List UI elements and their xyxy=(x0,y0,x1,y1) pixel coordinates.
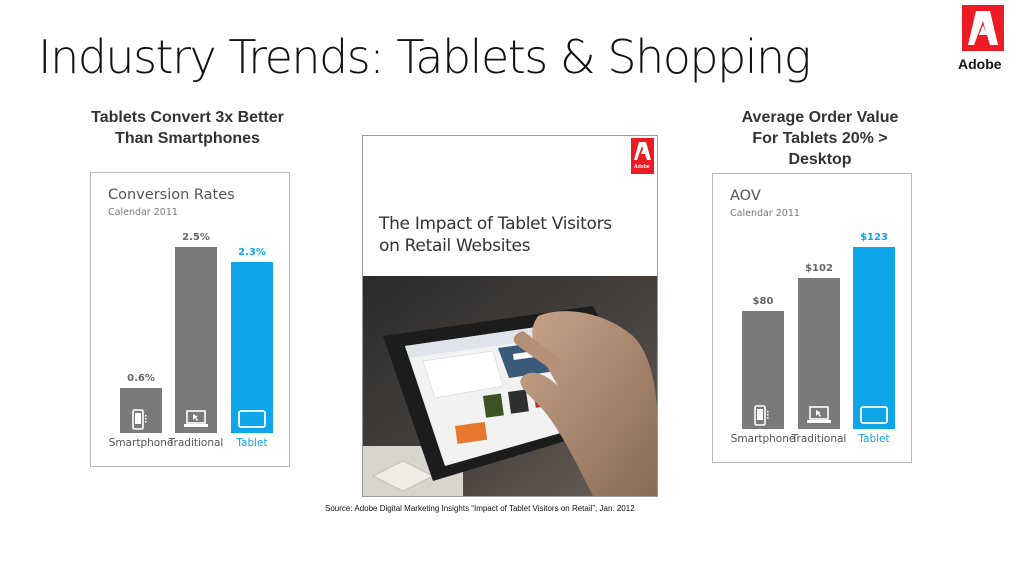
adobe-logo-text: Adobe xyxy=(958,56,1002,72)
report-title: The Impact of Tablet Visitors on Retail … xyxy=(379,213,612,257)
smartphone-icon xyxy=(131,409,151,435)
value-label: $123 xyxy=(860,232,888,243)
smartphone-icon xyxy=(753,405,773,431)
report-logo-mark-icon xyxy=(634,142,651,160)
value-label: $102 xyxy=(805,263,833,274)
category-label: Smartphone xyxy=(730,433,796,445)
adobe-logo-icon xyxy=(962,5,1004,51)
report-logo-text: Adobe xyxy=(634,164,650,170)
aov-chart: AOV Calendar 2011 $80 Smartphone $102 Tradi… xyxy=(712,173,912,463)
tablet-shopping-photo xyxy=(363,276,657,496)
category-label: Traditional xyxy=(791,433,847,445)
value-label: 0.6% xyxy=(127,373,155,384)
category-label: Traditional xyxy=(168,437,224,449)
report-cover: Adobe The Impact of Tablet Visitors on R… xyxy=(362,135,658,497)
bar-tablet xyxy=(231,262,273,433)
source-note: Source: Adobe Digital Marketing Insights… xyxy=(325,504,635,513)
value-label: 2.5% xyxy=(182,232,210,243)
value-label: 2.3% xyxy=(238,247,266,258)
chart-title: Conversion Rates xyxy=(108,187,235,203)
left-headline-line1: Tablets Convert 3x Better xyxy=(91,109,284,126)
desktop-icon xyxy=(806,405,832,429)
conversion-rates-chart: Conversion Rates Calendar 2011 0.6% Smart… xyxy=(90,172,290,467)
right-headline-line3: Desktop xyxy=(788,151,852,168)
bar-traditional xyxy=(798,278,840,429)
right-headline: Average Order Value For Tablets 20% > De… xyxy=(710,107,930,170)
left-headline-line2: Than Smartphones xyxy=(115,130,260,147)
right-headline-line1: Average Order Value xyxy=(741,109,899,126)
right-headline-line2: For Tablets 20% > xyxy=(752,130,888,147)
category-label: Tablet xyxy=(236,437,268,449)
chart-subtitle: Calendar 2011 xyxy=(730,208,800,219)
left-headline: Tablets Convert 3x Better Than Smartphon… xyxy=(70,107,305,149)
report-adobe-logo-icon: Adobe xyxy=(631,138,654,174)
tablet-icon xyxy=(237,409,267,433)
category-label: Smartphone xyxy=(108,437,174,449)
bar-traditional xyxy=(175,247,217,433)
desktop-icon xyxy=(183,409,209,433)
report-title-line2: on Retail Websites xyxy=(379,236,531,256)
chart-subtitle: Calendar 2011 xyxy=(108,207,178,218)
report-title-line1: The Impact of Tablet Visitors xyxy=(379,214,612,234)
value-label: $80 xyxy=(752,296,774,307)
category-label: Tablet xyxy=(858,433,890,445)
bar-tablet xyxy=(853,247,895,429)
chart-title: AOV xyxy=(730,188,761,204)
slide-title: Industry Trends: Tablets & Shopping xyxy=(38,30,811,84)
adobe-logo: Adobe xyxy=(958,5,1014,77)
tablet-icon xyxy=(859,405,889,429)
